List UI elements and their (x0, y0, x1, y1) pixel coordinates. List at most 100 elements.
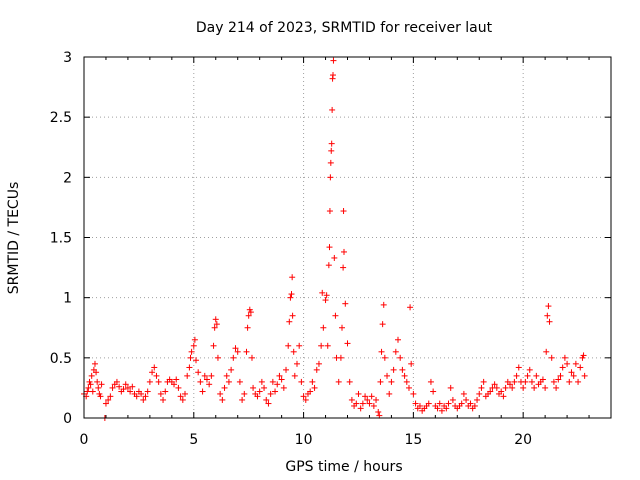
data-point (509, 384, 516, 391)
data-point (171, 381, 178, 388)
data-point (206, 381, 213, 388)
data-point (522, 378, 529, 385)
data-point (113, 378, 120, 385)
data-point (327, 174, 334, 181)
data-point (311, 384, 318, 391)
data-point (544, 312, 551, 319)
data-point (124, 384, 131, 391)
data-point (511, 378, 518, 385)
data-point (526, 366, 533, 373)
data-point (564, 360, 571, 367)
data-point (340, 208, 347, 215)
data-point (384, 372, 391, 379)
data-point (546, 318, 553, 325)
data-point (331, 254, 338, 261)
data-point (581, 372, 588, 379)
data-point (430, 388, 437, 395)
data-point (84, 388, 91, 395)
data-point (228, 366, 235, 373)
data-point (162, 388, 169, 395)
data-point (359, 400, 366, 407)
data-point (98, 381, 105, 388)
data-point (460, 390, 467, 397)
data-point (313, 366, 320, 373)
data-point (436, 400, 443, 407)
chart-title: Day 214 of 2023, SRMTID for receiver lau… (196, 20, 493, 36)
data-point (487, 388, 494, 395)
data-point (274, 381, 281, 388)
data-point (203, 376, 210, 383)
data-point (368, 393, 375, 400)
data-point (555, 376, 562, 383)
data-point (191, 336, 198, 343)
data-point (327, 159, 334, 166)
data-point (244, 324, 251, 331)
data-point (322, 297, 329, 304)
data-point (201, 372, 208, 379)
x-tick-label: 15 (404, 432, 422, 448)
data-point (247, 309, 254, 316)
data-point (401, 372, 408, 379)
data-point (278, 376, 285, 383)
data-point (397, 354, 404, 361)
data-point (144, 388, 151, 395)
data-point (324, 342, 331, 349)
data-point (330, 72, 337, 79)
data-point (575, 378, 582, 385)
data-point (225, 378, 232, 385)
data-point (211, 324, 218, 331)
data-point (392, 348, 399, 355)
data-point (330, 57, 337, 64)
data-point (89, 388, 96, 395)
data-point (133, 393, 140, 400)
data-point (195, 369, 202, 376)
y-tick-label: 0.5 (50, 351, 72, 367)
data-point (378, 348, 385, 355)
data-point (340, 248, 347, 255)
data-point (463, 396, 470, 403)
data-point (142, 393, 149, 400)
data-point (474, 396, 481, 403)
data-point (256, 388, 263, 395)
data-point (395, 336, 402, 343)
data-point (188, 348, 195, 355)
data-point (182, 390, 189, 397)
data-point (300, 393, 307, 400)
data-point (502, 384, 509, 391)
data-point (427, 378, 434, 385)
data-point (302, 396, 309, 403)
data-point (127, 388, 134, 395)
data-point (447, 384, 454, 391)
data-point (348, 396, 355, 403)
data-point (566, 378, 573, 385)
data-point (184, 372, 191, 379)
data-point (254, 393, 261, 400)
data-point (85, 384, 92, 391)
data-point (493, 384, 500, 391)
data-point (289, 274, 296, 281)
data-point (91, 360, 98, 367)
data-point (386, 390, 393, 397)
data-point (458, 400, 465, 407)
data-point (328, 140, 335, 147)
data-point (199, 388, 206, 395)
data-point (157, 390, 164, 397)
data-point (296, 342, 303, 349)
data-point (160, 396, 167, 403)
data-point (325, 262, 332, 269)
data-point (539, 376, 546, 383)
data-point (412, 400, 419, 407)
data-point (568, 369, 575, 376)
data-point (245, 312, 252, 319)
data-point (379, 321, 386, 328)
data-point (291, 372, 298, 379)
data-point (221, 384, 228, 391)
data-point (403, 378, 410, 385)
x-tick-label: 10 (295, 432, 313, 448)
data-point (407, 304, 414, 311)
data-point (342, 300, 349, 307)
data-point (129, 383, 136, 390)
data-point (449, 396, 456, 403)
data-point (550, 378, 557, 385)
